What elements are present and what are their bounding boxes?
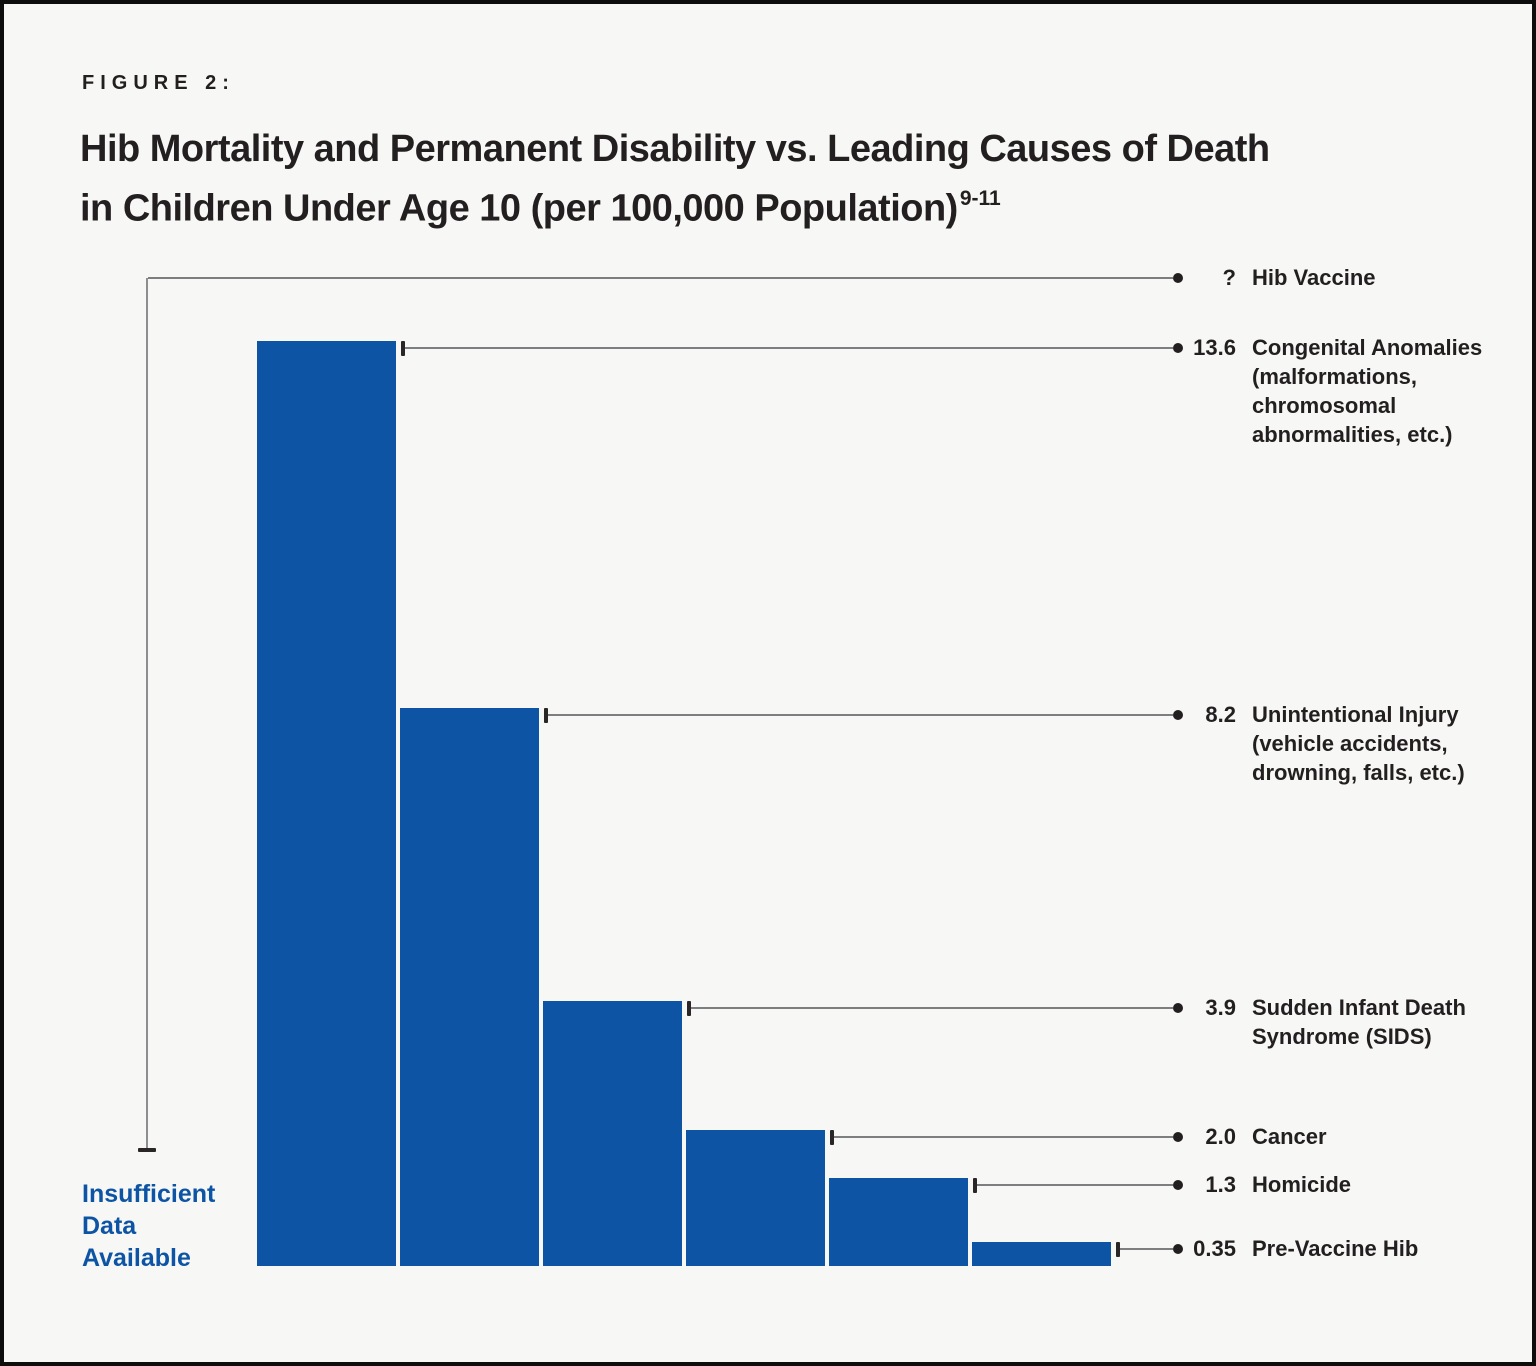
connector-tick-homicide bbox=[973, 1177, 977, 1193]
label-cancer: Cancer bbox=[1252, 1124, 1327, 1149]
value-homicide: 1.3 bbox=[1205, 1172, 1236, 1197]
connector-dot-congenital-anomalies bbox=[1173, 343, 1183, 353]
value-hib-vaccine: ? bbox=[1222, 265, 1236, 290]
bar-unintentional-injury bbox=[400, 708, 539, 1266]
label-congenital-anomalies: Congenital Anomalies (malformations, chr… bbox=[1252, 335, 1483, 447]
value-congenital-anomalies: 13.6 bbox=[1193, 335, 1236, 360]
figure-title-text: Hib Mortality and Permanent Disability v… bbox=[80, 128, 1270, 230]
connector-tick-congenital-anomalies bbox=[401, 340, 405, 356]
connector-tick-cancer bbox=[830, 1129, 834, 1145]
value-cancer: 2.0 bbox=[1205, 1124, 1236, 1149]
connector-dot-homicide bbox=[1173, 1180, 1183, 1190]
connector-line-unintentional-injury bbox=[548, 714, 1173, 716]
connector-dot-hib-vaccine bbox=[1173, 273, 1183, 283]
bar-cancer bbox=[686, 1130, 825, 1266]
figure-title: Hib Mortality and Permanent Disability v… bbox=[80, 124, 1510, 235]
connector-dot-cancer bbox=[1173, 1132, 1183, 1142]
label-sudden-infant-death: Sudden Infant Death Syndrome (SIDS) bbox=[1252, 995, 1466, 1049]
connector-dot-sudden-infant-death bbox=[1173, 1003, 1183, 1013]
connector-line-cancer bbox=[834, 1136, 1173, 1138]
label-homicide: Homicide bbox=[1252, 1172, 1352, 1197]
bracket-end-cap-hib-vaccine bbox=[138, 1148, 156, 1152]
connector-line-pre-vaccine-hib bbox=[1120, 1248, 1173, 1250]
bar-pre-vaccine-hib bbox=[972, 1242, 1111, 1266]
label-pre-vaccine-hib: Pre-Vaccine Hib bbox=[1252, 1236, 1419, 1261]
connector-dot-unintentional-injury bbox=[1173, 710, 1183, 720]
insufficient-data-note: Insufficient Data Available bbox=[82, 1180, 216, 1272]
value-sudden-infant-death: 3.9 bbox=[1205, 995, 1236, 1020]
bracket-line-hib-vaccine bbox=[146, 278, 148, 1150]
connector-tick-pre-vaccine-hib bbox=[1116, 1241, 1120, 1257]
bar-homicide bbox=[829, 1178, 968, 1266]
bar-sudden-infant-death bbox=[543, 1001, 682, 1266]
label-hib-vaccine: Hib Vaccine bbox=[1252, 265, 1376, 290]
figure-title-superscript: 9-11 bbox=[959, 187, 1001, 210]
bar-congenital-anomalies bbox=[257, 341, 396, 1266]
value-unintentional-injury: 8.2 bbox=[1205, 702, 1236, 727]
connector-line-congenital-anomalies bbox=[405, 347, 1173, 349]
connector-tick-unintentional-injury bbox=[544, 707, 548, 723]
figure-label: FIGURE 2: bbox=[82, 72, 235, 94]
connector-line-hib-vaccine bbox=[148, 277, 1173, 279]
connector-line-homicide bbox=[977, 1184, 1173, 1186]
label-unintentional-injury: Unintentional Injury (vehicle accidents,… bbox=[1252, 702, 1465, 785]
connector-dot-pre-vaccine-hib bbox=[1173, 1244, 1183, 1254]
connector-line-sudden-infant-death bbox=[691, 1007, 1173, 1009]
connector-tick-sudden-infant-death bbox=[687, 1000, 691, 1016]
value-pre-vaccine-hib: 0.35 bbox=[1193, 1236, 1236, 1261]
